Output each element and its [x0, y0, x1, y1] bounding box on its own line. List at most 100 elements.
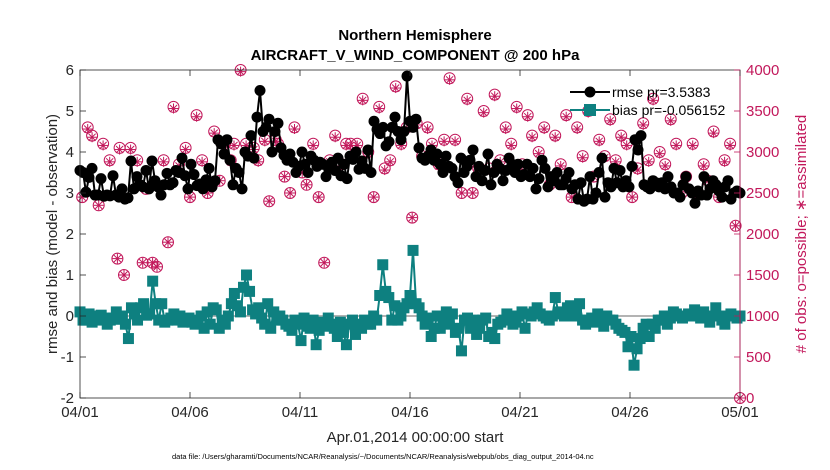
- bias-point: [153, 314, 165, 326]
- rmse-point: [533, 173, 545, 185]
- rmse-point: [188, 169, 200, 181]
- rmse-point: [146, 155, 158, 167]
- rmse-point: [632, 144, 644, 156]
- obs-assimilated-point: [648, 95, 659, 106]
- rmse-point: [551, 167, 563, 178]
- bias-point: [404, 290, 416, 301]
- bias-point: [204, 318, 216, 330]
- obs-assimilated-point: [319, 257, 330, 268]
- obs-assimilated-point: [462, 95, 473, 106]
- rmse-point: [431, 148, 443, 160]
- bias-point: [558, 310, 570, 322]
- rmse-series-group: [74, 70, 746, 209]
- x-tick-label: 04/21: [501, 404, 539, 421]
- obs-assimilated-point: [235, 66, 246, 77]
- y-tick-label: -1: [61, 349, 74, 366]
- rmse-point: [680, 171, 692, 183]
- bias-point: [201, 306, 213, 318]
- y-tick-label: 1: [66, 267, 74, 284]
- bias-point: [498, 314, 510, 326]
- bias-point: [643, 331, 655, 342]
- obs-assimilated-point: [660, 160, 671, 171]
- rmse-point: [209, 175, 221, 187]
- rmse-point: [479, 164, 491, 176]
- y-tick-label: -2: [61, 390, 74, 407]
- bias-point: [337, 326, 349, 338]
- rmse-point: [476, 175, 488, 187]
- bias-point: [228, 287, 240, 299]
- bias-point: [334, 316, 346, 328]
- x-tick-label: 05/01: [721, 404, 759, 421]
- bias-point: [437, 314, 449, 326]
- rmse-point: [350, 146, 362, 158]
- obs-assimilated-point: [708, 128, 719, 139]
- rmse-point: [455, 152, 467, 164]
- obs-assimilated-point: [112, 253, 123, 264]
- rmse-point: [413, 142, 425, 154]
- rmse-point: [83, 171, 95, 183]
- rmse-point: [539, 162, 551, 174]
- bias-point: [340, 339, 352, 351]
- bias-point: [428, 322, 440, 334]
- rmse-point: [626, 160, 638, 172]
- obs-assimilated-point: [119, 270, 129, 280]
- bias-point: [595, 310, 607, 322]
- footnote: data file: /Users/gharamti/Documents/NCA…: [172, 452, 594, 461]
- obs-possible-point: [367, 191, 380, 204]
- bias-point: [622, 341, 634, 353]
- obs-assimilated-point: [125, 144, 136, 155]
- obs-possible-point: [284, 187, 297, 199]
- bias-point: [462, 312, 474, 324]
- rmse-point: [176, 152, 188, 164]
- obs-possible-point: [318, 256, 331, 269]
- rmse-point: [410, 113, 422, 125]
- y-right-tick-label: 1000: [746, 308, 779, 325]
- chart-subtitle: AIRCRAFT_V_WIND_COMPONENT @ 200 hPa: [251, 47, 581, 64]
- rmse-point: [125, 155, 137, 167]
- obs-assimilated-point: [506, 140, 517, 151]
- y-tick-label: 4: [66, 144, 74, 161]
- bias-point: [416, 310, 428, 322]
- x-axis-ticks: 04/01 04/06 04/11 04/16 04/21 04/26 05/01: [61, 70, 759, 421]
- rmse-point: [95, 173, 107, 185]
- obs-assimilated-point: [665, 115, 676, 126]
- bias-point: [425, 331, 437, 342]
- bias-point: [210, 304, 222, 316]
- bias-point: [241, 269, 253, 281]
- obs-assimilated-point: [489, 91, 500, 102]
- rmse-point: [584, 171, 596, 183]
- rmse-point: [563, 167, 575, 178]
- rmse-point: [362, 144, 374, 156]
- bias-point: [322, 312, 334, 324]
- bias-point: [244, 285, 256, 297]
- rmse-point: [245, 130, 257, 142]
- rmse-point: [86, 162, 98, 174]
- bias-point: [649, 322, 661, 334]
- rmse-point: [296, 146, 308, 158]
- obs-assimilated-point: [285, 188, 296, 198]
- obs-assimilated-point: [671, 140, 682, 151]
- legend-rmse-marker: [584, 86, 596, 98]
- obs-assimilated-point: [313, 192, 324, 203]
- obs-assimilated-point: [654, 148, 665, 159]
- bias-point: [156, 298, 168, 310]
- bias-point: [598, 320, 610, 332]
- bias-point: [80, 314, 92, 326]
- rmse-point: [596, 152, 608, 164]
- legend: rmse pr=3.5383 bias pr=-0.056152: [570, 84, 725, 118]
- rmse-point: [716, 191, 728, 203]
- obs-assimilated-point: [730, 220, 741, 231]
- obs-assimilated-point: [87, 132, 98, 143]
- bias-point: [546, 310, 558, 322]
- rmse-point: [623, 181, 635, 193]
- obs-assimilated-point: [330, 132, 341, 143]
- obs-assimilated-point: [82, 124, 93, 135]
- bias-point: [234, 306, 246, 318]
- rmse-point: [662, 171, 674, 183]
- obs-assimilated-point: [456, 188, 467, 198]
- obs-assimilated-point: [594, 136, 605, 147]
- y-axis-label: rmse and bias (model - observation): [44, 114, 61, 354]
- rmse-point: [185, 158, 197, 170]
- obs-assimilated-point: [627, 192, 638, 203]
- obs-assimilated-point: [368, 192, 379, 203]
